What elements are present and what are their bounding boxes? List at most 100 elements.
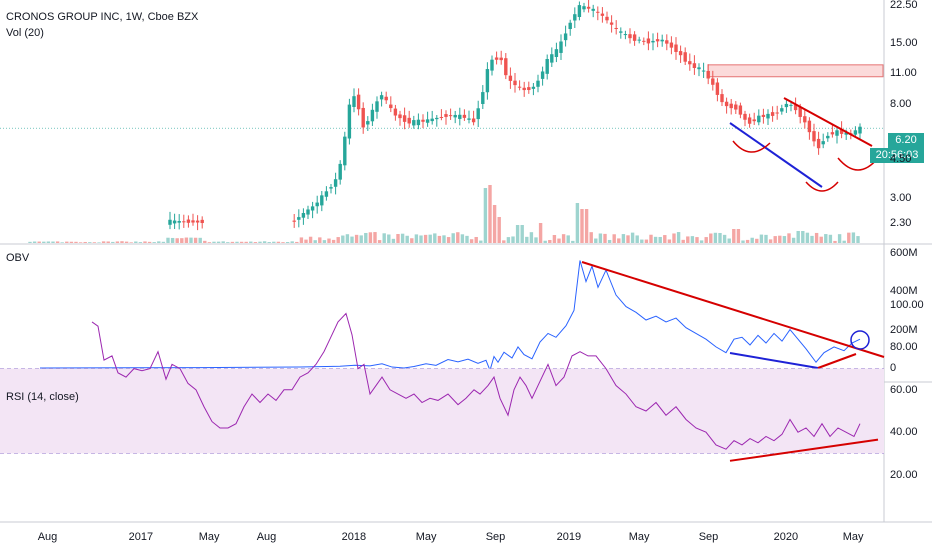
volume-bar xyxy=(525,236,529,243)
volume-bar xyxy=(410,238,414,243)
volume-bar xyxy=(391,238,396,243)
volume-bar xyxy=(354,234,359,243)
rsi-tick-label: 20.00 xyxy=(890,468,918,481)
price-candle xyxy=(297,217,301,220)
price-candle xyxy=(333,179,338,187)
volume-bar xyxy=(520,225,524,243)
price-candle xyxy=(504,58,508,76)
obv-tick-label: 600M xyxy=(890,246,918,259)
price-candle xyxy=(609,22,614,25)
price-candle xyxy=(826,135,830,139)
breakout-circle xyxy=(850,330,870,350)
volume-bar xyxy=(253,242,258,243)
volume-bar xyxy=(433,233,437,243)
time-axis-label: May xyxy=(628,531,650,543)
price-candle xyxy=(752,119,756,122)
volume-bar xyxy=(828,234,833,243)
volume-bar xyxy=(741,240,745,243)
volume-bar xyxy=(598,233,603,243)
price-candle xyxy=(366,121,370,125)
price-candle xyxy=(600,13,605,16)
obv-pane-label: OBV xyxy=(6,252,30,264)
price-candle xyxy=(596,11,600,13)
price-candle xyxy=(619,31,623,33)
price-candle xyxy=(738,105,743,115)
volume-bar xyxy=(607,239,612,243)
price-candle xyxy=(177,221,181,223)
volume-bar xyxy=(819,236,823,243)
volume-bar xyxy=(161,241,166,243)
volume-bar xyxy=(281,242,285,243)
volume-bar xyxy=(97,242,101,243)
volume-bar xyxy=(502,240,506,243)
volume-bar xyxy=(759,234,764,243)
volume-bar xyxy=(718,232,722,243)
volume-bar xyxy=(557,238,561,243)
volume-bar xyxy=(722,234,727,243)
price-candle xyxy=(582,6,586,10)
head-arc xyxy=(805,181,839,192)
volume-bar xyxy=(65,241,69,243)
obv-tick-label: 0 xyxy=(890,362,897,374)
volume-bar xyxy=(37,241,41,243)
volume-bar xyxy=(364,232,368,243)
volume-bar xyxy=(667,239,672,243)
volume-bar xyxy=(566,235,570,243)
obv-line xyxy=(39,260,861,372)
volume-bar xyxy=(221,241,225,243)
volume-bar xyxy=(580,209,584,243)
volume-bar xyxy=(750,237,754,243)
price-candle xyxy=(623,34,628,36)
price-candle xyxy=(674,44,678,52)
price-candle xyxy=(775,112,779,114)
volume-bar xyxy=(658,236,662,243)
volume-bar xyxy=(226,242,230,243)
volume-bar xyxy=(295,241,299,243)
price-candle xyxy=(531,86,536,89)
volume-bar xyxy=(515,225,520,243)
price-candle xyxy=(706,70,710,79)
price-candle xyxy=(830,132,835,135)
price-candle xyxy=(821,141,825,145)
volume-bar xyxy=(460,234,465,243)
volume-bar xyxy=(83,241,87,243)
volume-bar xyxy=(755,238,759,243)
chart-title: CRONOS GROUP INC, 1W, Cboe BZX xyxy=(6,11,199,23)
price-candle xyxy=(292,220,296,222)
volume-bar xyxy=(709,233,713,243)
rsi-tick-label: 80.00 xyxy=(890,341,918,354)
price-candle xyxy=(458,114,462,119)
volume-bar xyxy=(437,235,442,243)
price-candle xyxy=(711,78,715,85)
price-candle xyxy=(789,104,793,106)
volume-bar xyxy=(373,232,377,243)
volume-bar xyxy=(732,229,736,243)
volume-bar xyxy=(686,236,690,243)
price-candle xyxy=(688,61,692,65)
volume-bar xyxy=(203,240,207,243)
price-candle xyxy=(347,104,352,139)
volume-bar xyxy=(824,234,828,243)
volume-bar xyxy=(377,240,382,243)
price-candle xyxy=(448,115,453,117)
price-candle xyxy=(471,118,476,123)
volume-bar xyxy=(32,241,37,243)
price-candle xyxy=(536,80,540,87)
price-candle xyxy=(389,104,393,109)
price-candle xyxy=(628,34,632,39)
volume-bar xyxy=(796,231,800,243)
price-candle xyxy=(343,136,347,166)
volume-bar xyxy=(322,240,327,243)
price-candle xyxy=(816,138,821,149)
volume-bar xyxy=(833,240,837,243)
price-tick-label: 3.00 xyxy=(890,191,912,204)
price-candle xyxy=(646,38,651,44)
time-axis-label: 2018 xyxy=(341,531,367,543)
price-candle xyxy=(665,40,669,44)
volume-bar xyxy=(216,241,221,243)
price-candle xyxy=(310,206,315,211)
volume-bar xyxy=(28,241,32,243)
volume-bar xyxy=(124,241,129,243)
volume-bar xyxy=(640,239,644,243)
